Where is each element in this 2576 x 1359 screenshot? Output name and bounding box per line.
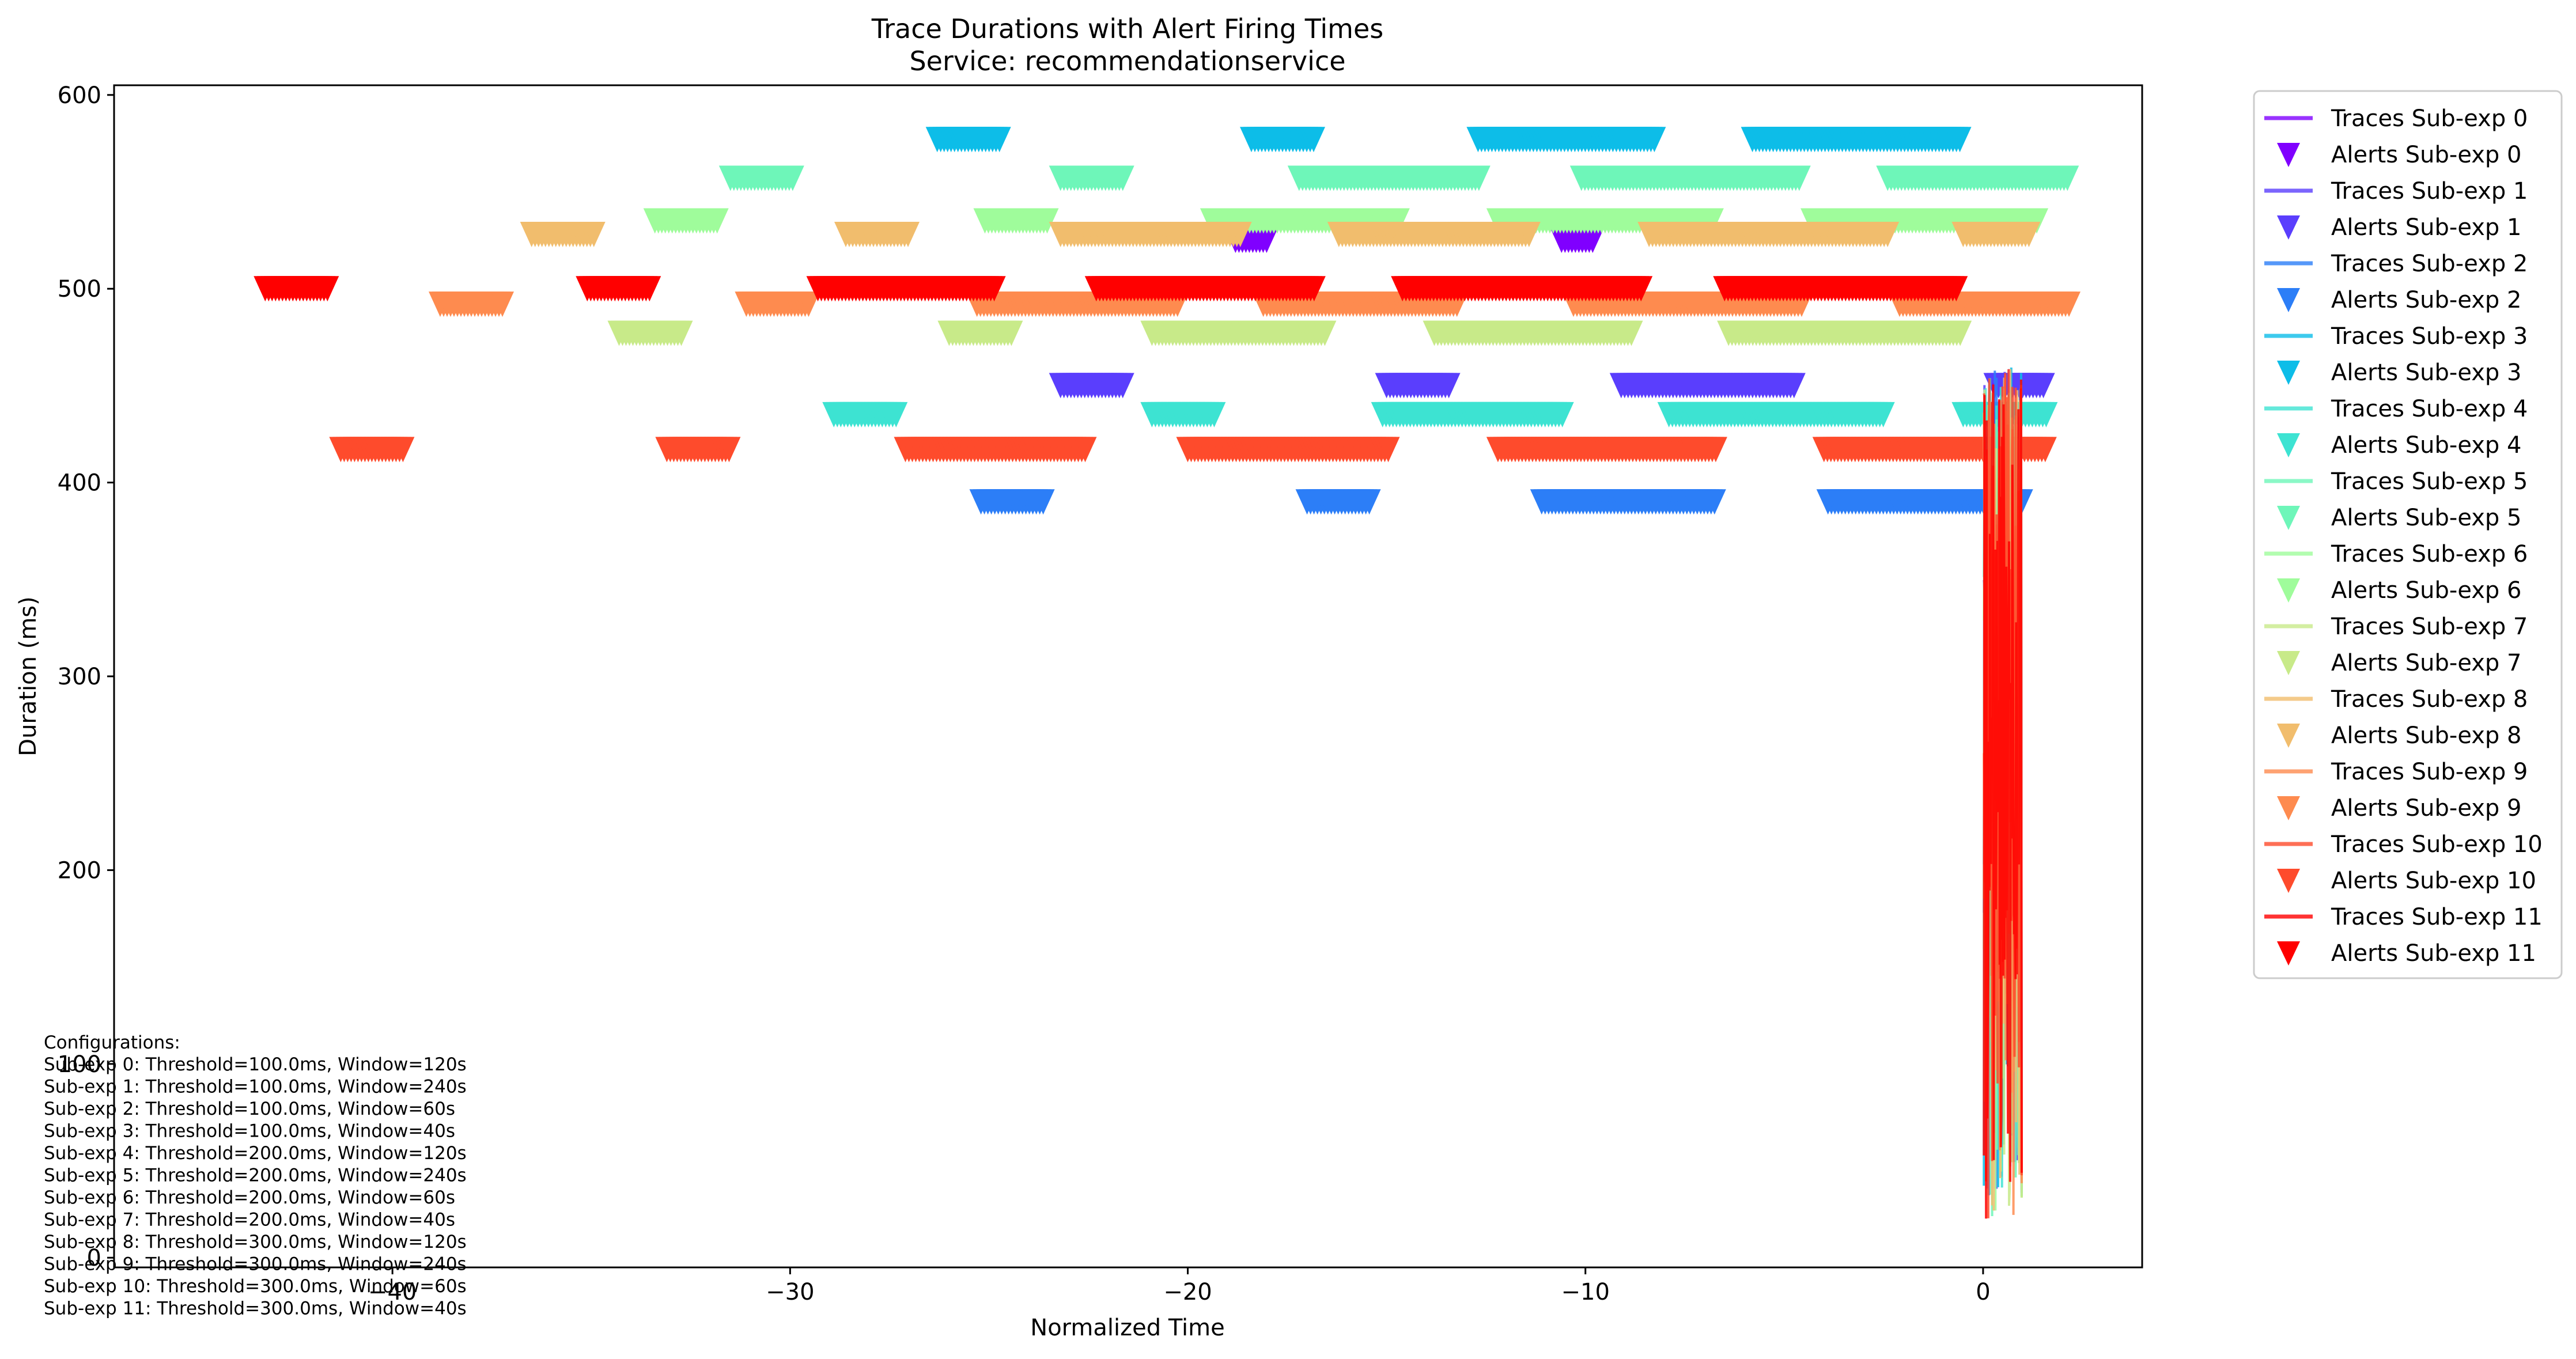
legend-label: Alerts Sub-exp 8 [2331, 722, 2521, 749]
y-tick-label: 200 [58, 857, 101, 884]
legend-label: Traces Sub-exp 2 [2331, 251, 2528, 277]
legend-label: Traces Sub-exp 1 [2331, 178, 2528, 205]
configuration-line: Sub-exp 10: Threshold=300.0ms, Window=60… [44, 1276, 467, 1297]
configuration-line: Sub-exp 9: Threshold=300.0ms, Window=240… [44, 1254, 467, 1275]
legend-label: Traces Sub-exp 6 [2331, 541, 2528, 567]
legend-label: Alerts Sub-exp 0 [2331, 142, 2521, 168]
configuration-line: Sub-exp 2: Threshold=100.0ms, Window=60s [44, 1099, 455, 1119]
legend-label: Traces Sub-exp 3 [2331, 323, 2528, 350]
legend-label: Alerts Sub-exp 11 [2331, 940, 2536, 967]
legend-label: Traces Sub-exp 9 [2331, 759, 2528, 785]
legend-label: Traces Sub-exp 11 [2331, 904, 2543, 930]
legend-label: Alerts Sub-exp 4 [2331, 432, 2521, 459]
chart-title: Trace Durations with Alert Firing Times [871, 13, 1383, 44]
chart-subtitle: Service: recommendationservice [909, 46, 1345, 77]
y-axis-label: Duration (ms) [15, 596, 41, 756]
legend-label: Alerts Sub-exp 1 [2331, 214, 2521, 241]
configurations-title: Configurations: [44, 1032, 180, 1053]
legend-label: Alerts Sub-exp 5 [2331, 505, 2521, 531]
configuration-line: Sub-exp 7: Threshold=200.0ms, Window=40s [44, 1210, 455, 1231]
y-tick-label: 300 [58, 664, 101, 690]
x-tick-label: −20 [1163, 1279, 1212, 1305]
legend-label: Traces Sub-exp 0 [2331, 105, 2528, 132]
configuration-line: Sub-exp 4: Threshold=200.0ms, Window=120… [44, 1143, 467, 1164]
trace-lines [1984, 368, 2022, 1218]
legend-label: Traces Sub-exp 8 [2331, 686, 2528, 713]
configuration-line: Sub-exp 0: Threshold=100.0ms, Window=120… [44, 1054, 467, 1075]
legend-label: Alerts Sub-exp 2 [2331, 287, 2521, 313]
legend-label: Traces Sub-exp 5 [2331, 468, 2528, 495]
legend-label: Alerts Sub-exp 3 [2331, 359, 2521, 386]
legend-label: Traces Sub-exp 4 [2331, 396, 2528, 422]
configuration-line: Sub-exp 11: Threshold=300.0ms, Window=40… [44, 1299, 467, 1319]
legend-label: Traces Sub-exp 7 [2331, 614, 2528, 640]
legend-label: Traces Sub-exp 10 [2331, 831, 2543, 858]
configuration-line: Sub-exp 8: Threshold=300.0ms, Window=120… [44, 1232, 467, 1252]
x-tick-label: 0 [1976, 1279, 1990, 1305]
configuration-line: Sub-exp 6: Threshold=200.0ms, Window=60s [44, 1187, 455, 1208]
y-tick-label: 600 [58, 82, 101, 109]
x-tick-label: −30 [766, 1279, 814, 1305]
legend-label: Alerts Sub-exp 7 [2331, 650, 2521, 676]
legend-label: Alerts Sub-exp 9 [2331, 795, 2521, 822]
y-tick-label: 500 [58, 276, 101, 302]
legend: Traces Sub-exp 0 Alerts Sub-exp 0 Traces S… [2254, 91, 2562, 978]
legend-label: Alerts Sub-exp 6 [2331, 577, 2521, 604]
x-axis-label: Normalized Time [1030, 1315, 1224, 1341]
legend-label: Alerts Sub-exp 10 [2331, 868, 2536, 894]
configuration-line: Sub-exp 5: Threshold=200.0ms, Window=240… [44, 1165, 467, 1186]
configuration-line: Sub-exp 3: Threshold=100.0ms, Window=40s [44, 1121, 455, 1142]
configuration-line: Sub-exp 1: Threshold=100.0ms, Window=240… [44, 1077, 467, 1097]
y-tick-label: 400 [58, 470, 101, 497]
x-tick-label: −10 [1561, 1279, 1610, 1305]
